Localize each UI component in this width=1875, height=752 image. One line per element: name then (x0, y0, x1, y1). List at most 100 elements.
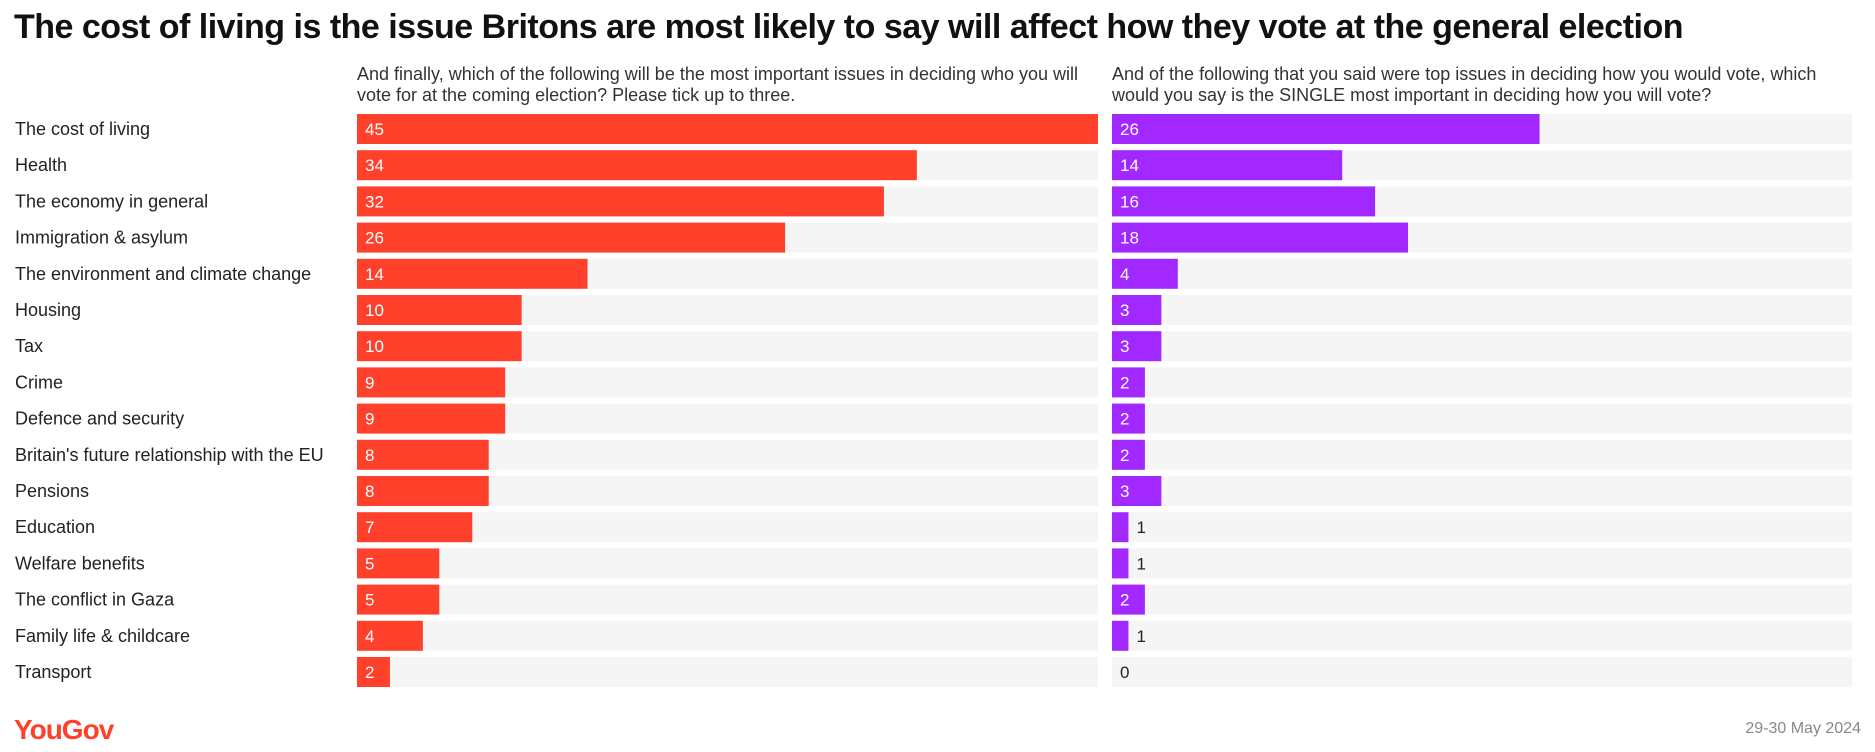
data-label: 2 (1120, 591, 1129, 610)
bar-track (1112, 258, 1852, 289)
bar (357, 512, 473, 543)
bar (357, 657, 390, 687)
data-label: 1 (1136, 554, 1145, 573)
bar-track (1112, 439, 1852, 470)
data-label: 45 (365, 120, 384, 139)
bar-track (1112, 367, 1852, 398)
data-label: 32 (365, 192, 384, 211)
bar (1112, 331, 1162, 362)
bar (357, 258, 588, 289)
chart-title: The cost of living is the issue Britons … (14, 8, 1684, 46)
bar (357, 222, 786, 253)
bar (1112, 150, 1343, 181)
data-label: 3 (1120, 337, 1129, 356)
data-label: 3 (1120, 482, 1129, 501)
bar-track (1112, 548, 1852, 579)
bar-track (1112, 295, 1852, 325)
data-label: 4 (365, 627, 374, 646)
bar-track (1112, 620, 1852, 651)
data-label: 9 (365, 373, 374, 392)
bar (1112, 548, 1129, 579)
bar-track (1112, 512, 1852, 543)
bar (357, 476, 489, 506)
bar-track (357, 512, 1098, 543)
survey-date: 29-30 May 2024 (1745, 720, 1861, 737)
bar (1112, 114, 1540, 144)
data-label: 0 (1120, 663, 1129, 682)
bar (1112, 620, 1129, 651)
bar-track (1112, 331, 1852, 362)
category-label: Immigration & asylum (15, 228, 188, 248)
bar (1112, 512, 1129, 543)
category-label: Pensions (15, 481, 89, 501)
category-label: Transport (15, 662, 91, 682)
data-label: 3 (1120, 301, 1129, 320)
bar (1112, 258, 1178, 289)
bar-track (1112, 476, 1852, 506)
category-label: The environment and climate change (15, 264, 311, 284)
category-label: Housing (15, 300, 81, 320)
data-label: 5 (365, 554, 374, 573)
data-label: 7 (365, 518, 374, 537)
bar (1112, 295, 1162, 325)
data-label: 14 (1120, 156, 1139, 175)
data-label: 14 (365, 265, 384, 284)
data-label: 26 (1120, 120, 1139, 139)
data-label: 26 (365, 229, 384, 248)
data-label: 8 (365, 482, 374, 501)
data-label: 2 (1120, 373, 1129, 392)
data-label: 1 (1136, 627, 1145, 646)
category-label: Welfare benefits (15, 553, 145, 573)
yougov-logo: YouGov (14, 714, 114, 745)
data-label: 2 (1120, 446, 1129, 465)
bar (1112, 186, 1376, 217)
bar (357, 439, 489, 470)
bar-track (357, 548, 1098, 579)
bar-track (357, 584, 1098, 615)
bar (357, 186, 884, 217)
right-panel-question: And of the following that you said were … (1112, 64, 1817, 105)
bar (357, 114, 1098, 144)
left-panel-question: And finally, which of the following will… (357, 64, 1079, 105)
bar (1112, 403, 1145, 434)
data-label: 10 (365, 301, 384, 320)
bar (1112, 584, 1145, 615)
bar (357, 620, 423, 651)
data-label: 9 (365, 410, 374, 429)
data-label: 2 (365, 663, 374, 682)
category-label: Crime (15, 372, 63, 392)
bar (1112, 222, 1408, 253)
bar (357, 295, 522, 325)
bar (357, 367, 506, 398)
bar (357, 584, 440, 615)
data-label: 1 (1136, 518, 1145, 537)
bar (1112, 439, 1145, 470)
data-label: 2 (1120, 410, 1129, 429)
data-label: 5 (365, 591, 374, 610)
category-label: Tax (15, 336, 43, 356)
bar (1112, 476, 1162, 506)
bar-track (1112, 657, 1852, 687)
category-label: Family life & childcare (15, 626, 190, 646)
bar (357, 548, 440, 579)
data-label: 34 (365, 156, 384, 175)
category-label: Health (15, 155, 67, 175)
bar-track (1112, 584, 1852, 615)
bar-track (357, 620, 1098, 651)
bar (357, 403, 506, 434)
bar (357, 150, 917, 181)
bar (1112, 367, 1145, 398)
category-label: Education (15, 517, 95, 537)
bar-track (357, 657, 1098, 687)
category-label: The conflict in Gaza (15, 590, 175, 610)
bar-track (1112, 403, 1852, 434)
category-label: The economy in general (15, 191, 208, 211)
category-label: Defence and security (15, 409, 184, 429)
data-label: 8 (365, 446, 374, 465)
bar (357, 331, 522, 362)
data-label: 4 (1120, 265, 1129, 284)
data-label: 16 (1120, 192, 1139, 211)
category-label: Britain's future relationship with the E… (15, 445, 324, 465)
category-label: The cost of living (15, 119, 150, 139)
